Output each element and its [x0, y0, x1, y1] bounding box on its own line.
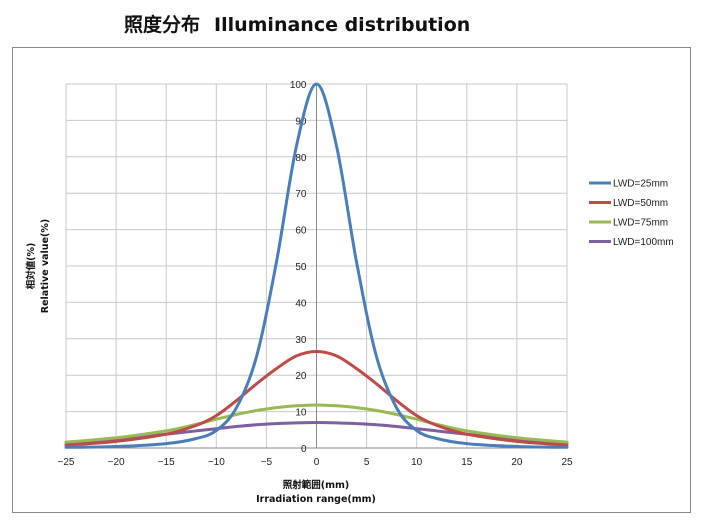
x-tick-label: 10 [411, 457, 423, 468]
x-tick-labels: −25 −20 −15 −10 −5 0 5 10 15 20 25 [58, 457, 573, 468]
y-tick-label: 100 [290, 80, 307, 91]
title-en: Illuminance distribution [214, 14, 471, 36]
y-tick-label: 10 [295, 408, 307, 419]
axes [66, 84, 567, 449]
legend-label: LWD=25mm [613, 179, 668, 190]
y-tick-label: 30 [295, 335, 307, 346]
y-axis-title-en: Relative value(%) [40, 219, 51, 313]
series-lines [64, 82, 569, 449]
y-tick-label: 60 [295, 226, 307, 237]
series-line-lwd-25mm [64, 82, 569, 449]
series-line-lwd-50mm [64, 350, 569, 447]
x-axis-title-en: Irradiation range(mm) [256, 494, 376, 505]
x-tick-label: 0 [314, 457, 320, 468]
x-tick-label: −10 [208, 457, 225, 468]
x-tick-label: −15 [158, 457, 175, 468]
y-tick-label: 80 [295, 153, 307, 164]
series-line-lwd-100mm [64, 421, 569, 445]
x-tick-label: 15 [461, 457, 473, 468]
page-title: 照度分布 Illuminance distribution [124, 10, 470, 37]
y-axis-title-ja: 相対値(%) [25, 243, 37, 290]
y-tick-label: 0 [301, 444, 307, 455]
legend-label: LWD=75mm [613, 218, 668, 229]
x-tick-label: 5 [364, 457, 370, 468]
x-axis-title-ja: 照射範囲(mm) [283, 479, 349, 491]
title-ja: 照度分布 [124, 14, 201, 36]
y-tick-label: 20 [295, 371, 307, 382]
y-tick-label: 50 [295, 262, 307, 273]
legend-label: LWD=50mm [613, 198, 668, 209]
x-tick-label: −20 [108, 457, 125, 468]
y-tick-label: 70 [295, 189, 307, 200]
x-tick-label: −5 [261, 457, 273, 468]
y-tick-label: 40 [295, 298, 307, 309]
legend-label: LWD=100mm [613, 237, 674, 248]
x-tick-label: 25 [561, 457, 573, 468]
x-tick-label: −25 [58, 457, 75, 468]
legend: LWD=25mm LWD=50mm LWD=75mm LWD=100mm [589, 179, 674, 248]
x-tick-label: 20 [511, 457, 523, 468]
